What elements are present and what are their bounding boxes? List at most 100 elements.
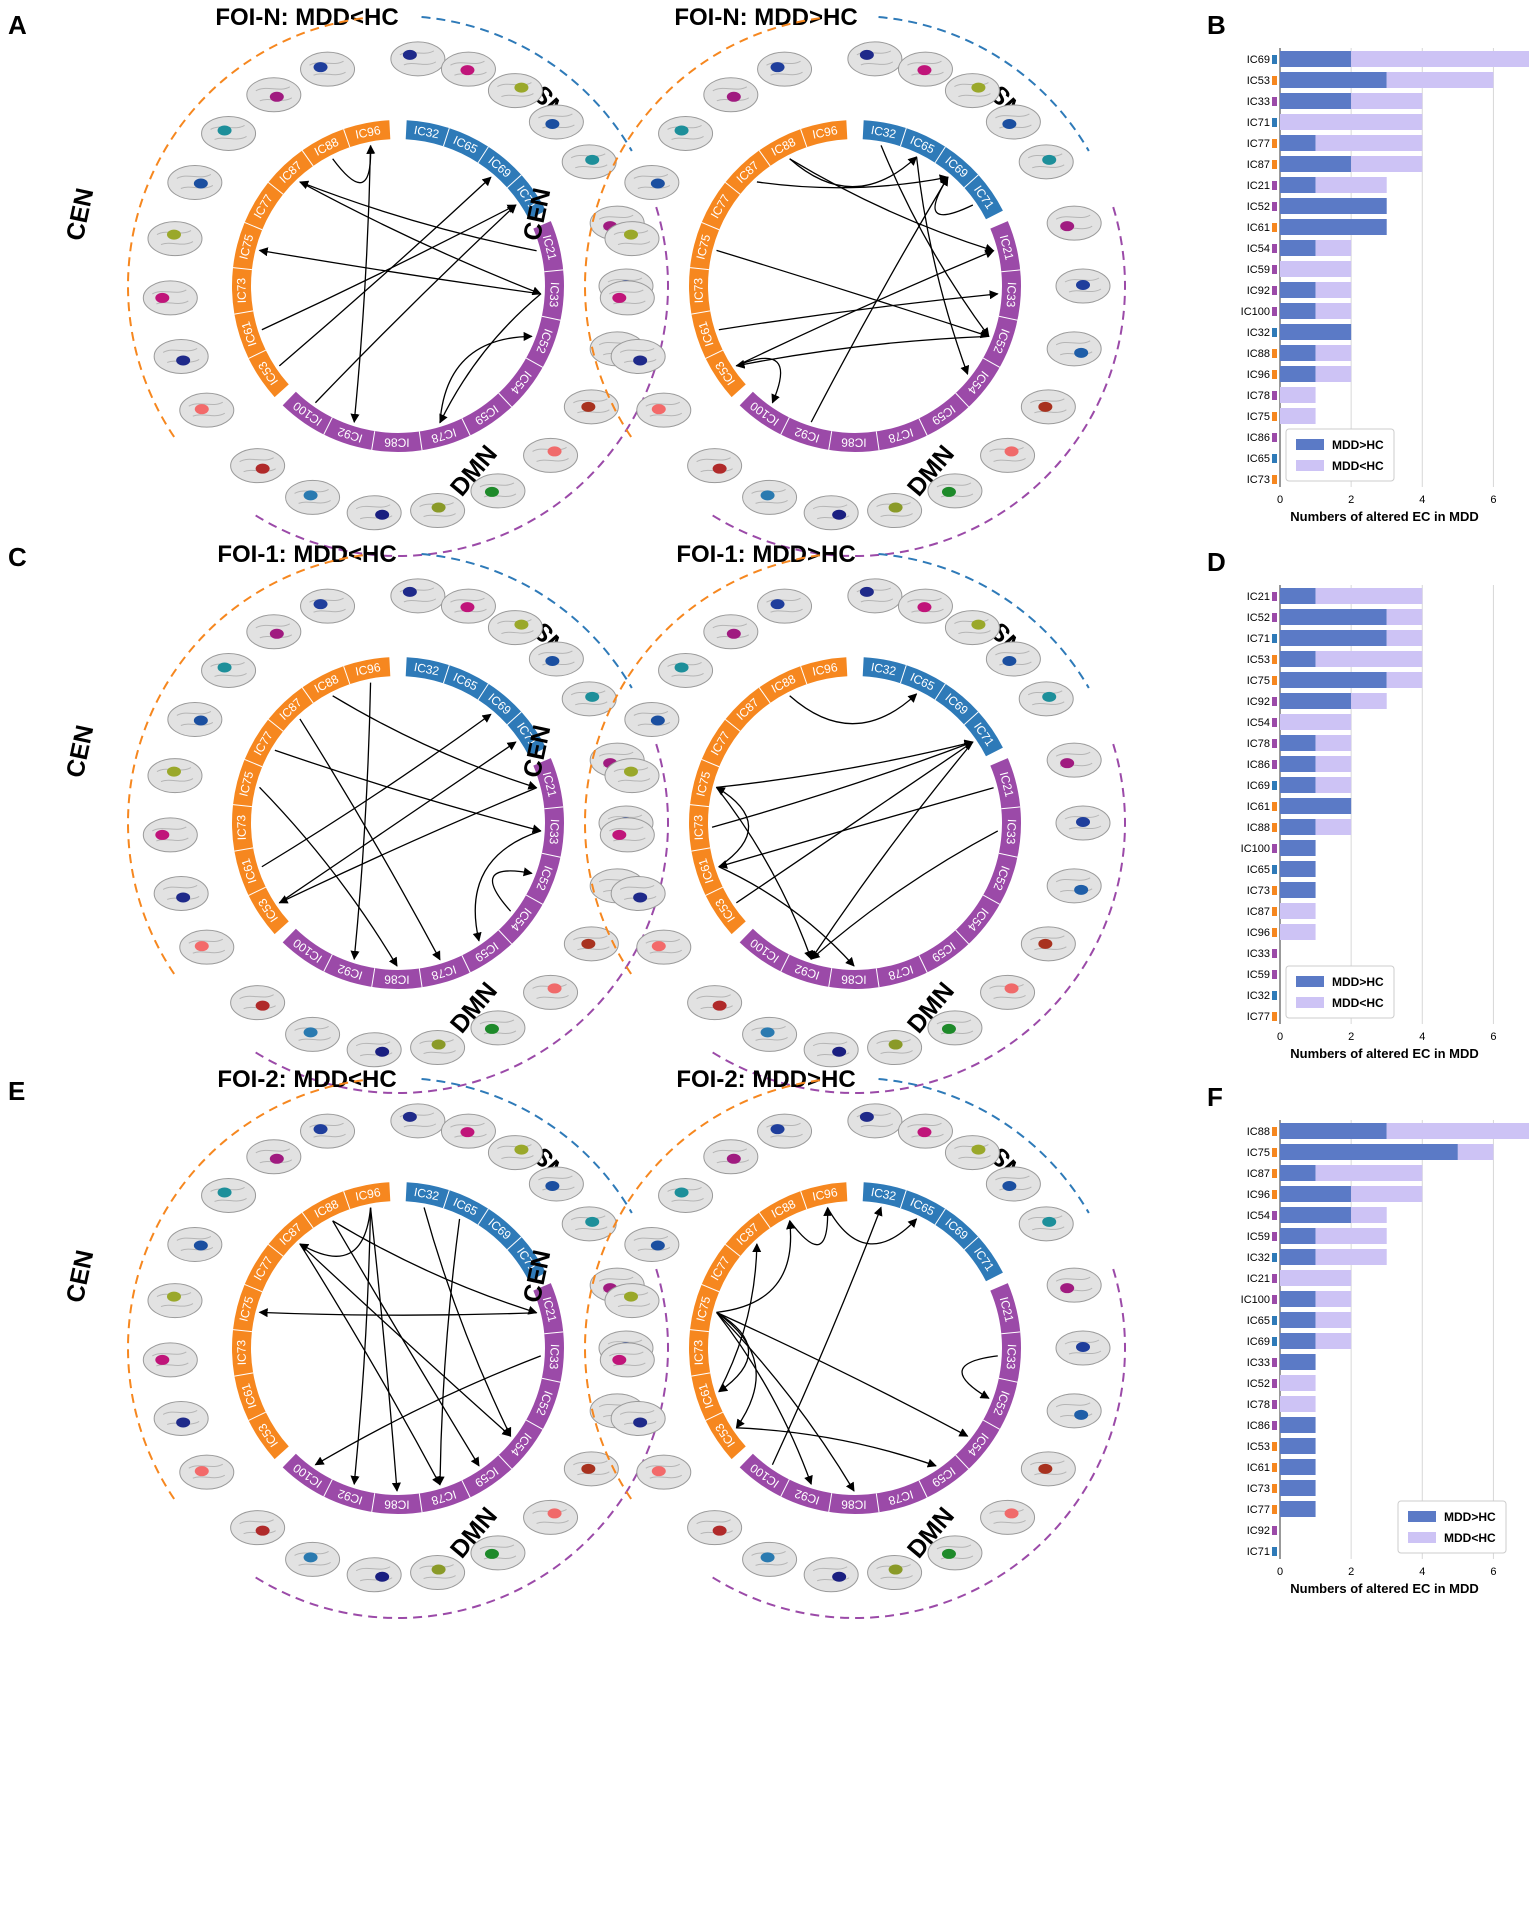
connection-arrow [716, 1311, 855, 1492]
node-label-ic75: IC75 [237, 233, 257, 261]
brain-thumbnail [867, 493, 923, 529]
network-color-marker [1272, 613, 1277, 622]
brain-thumbnail [927, 1535, 983, 1571]
category-label: IC53 [1247, 1441, 1270, 1453]
node-label-ic78: IC78 [429, 962, 458, 983]
brain-region-blob [1074, 884, 1089, 895]
brain-sulci [497, 82, 534, 98]
brain-region-blob [166, 229, 181, 240]
brain-sulci [766, 60, 803, 76]
brain-region-blob [888, 502, 903, 513]
bar-mdd-lt-hc [1280, 1375, 1316, 1391]
brain-sulci [355, 504, 393, 520]
brain-thumbnail [487, 610, 543, 646]
brain-surface [390, 578, 446, 614]
ring-divider [982, 1419, 1000, 1430]
x-tick-label: 2 [1348, 494, 1354, 506]
brain-sulci [856, 587, 894, 603]
network-color-marker [1272, 739, 1277, 748]
x-tick-label: 6 [1490, 1566, 1496, 1578]
legend-label: MDD>HC [1332, 975, 1384, 989]
brain-region-blob [269, 91, 284, 102]
node-label-ic73: IC73 [234, 277, 249, 303]
brain-sulci [856, 1112, 894, 1128]
ring-divider [918, 955, 928, 973]
brain-thumbnail [803, 1032, 859, 1068]
brain-surface [847, 41, 903, 77]
brain-sulci [176, 174, 214, 189]
panel-letter: F [1207, 1082, 1223, 1112]
brain-thumbnail [563, 1451, 619, 1487]
brain-thumbnail [201, 1177, 257, 1213]
ring-divider [705, 886, 723, 896]
brain-region-blob [460, 1127, 475, 1138]
category-label: IC54 [1247, 717, 1270, 729]
category-label: IC53 [1247, 75, 1270, 87]
network-color-marker [1272, 475, 1277, 484]
brain-region-blob [375, 1046, 390, 1057]
bar-chart: F 0 2 4 6 IC88 IC75 IC87 IC96 IC54 IC59 IC32 IC21 IC1… [1207, 1082, 1529, 1596]
brain-thumbnail [153, 875, 209, 911]
brain-surface [1046, 1393, 1102, 1429]
bar-mdd-lt-hc [1315, 366, 1352, 382]
bar-mdd-gt-hc [1280, 93, 1352, 109]
ring-divider [955, 1454, 970, 1470]
brain-thumbnail [487, 1135, 543, 1171]
category-label: IC71 [1247, 117, 1270, 129]
brain-region-blob [760, 490, 775, 501]
brain-surface [300, 51, 356, 87]
brain-region-blob [1038, 1463, 1053, 1474]
x-tick-label: 4 [1419, 494, 1425, 506]
bar-mdd-gt-hc [1280, 588, 1316, 604]
category-label: IC100 [1241, 1294, 1270, 1306]
x-tick-label: 0 [1277, 494, 1283, 506]
x-tick-label: 0 [1277, 1566, 1283, 1578]
bar-mdd-lt-hc [1280, 1396, 1316, 1412]
bar-mdd-gt-hc [1280, 672, 1387, 688]
ring-divider [498, 1454, 513, 1470]
brain-thumbnail [1020, 1451, 1076, 1487]
category-label: IC54 [1247, 1210, 1270, 1222]
network-color-marker [1272, 697, 1277, 706]
category-label: IC100 [1241, 843, 1270, 855]
category-label: IC77 [1247, 138, 1270, 150]
node-label-ic73: IC73 [234, 1339, 249, 1365]
brain-sulci [995, 1175, 1032, 1191]
brain-region-blob [1042, 691, 1057, 702]
network-color-marker [1272, 949, 1277, 958]
network-color-marker [1272, 265, 1277, 274]
network-color-marker [1272, 1253, 1277, 1262]
connection-arrow [716, 249, 990, 339]
brain-sulci [1064, 277, 1102, 293]
bar-mdd-lt-hc [1386, 1123, 1529, 1139]
brain-region-blob [651, 404, 666, 415]
network-color-marker [1272, 1232, 1277, 1241]
brain-region-blob [402, 49, 417, 60]
brain-surface [390, 1103, 446, 1139]
bar-mdd-gt-hc [1280, 219, 1387, 235]
category-label: IC59 [1247, 264, 1270, 276]
network-dashed-arc [878, 553, 1090, 689]
brain-region-blob [193, 1240, 208, 1251]
ring-divider [963, 711, 979, 726]
bar-mdd-gt-hc [1280, 1249, 1316, 1265]
brain-region-blob [193, 178, 208, 189]
ring-divider [934, 146, 946, 163]
category-label: IC59 [1247, 969, 1270, 981]
network-ring-dmn [739, 758, 1022, 989]
brain-thumbnail [980, 1499, 1036, 1535]
network-ring-cen [689, 1182, 848, 1460]
bar-mdd-lt-hc [1280, 714, 1352, 730]
category-label: IC65 [1247, 864, 1270, 876]
bar-mdd-lt-hc [1280, 1270, 1352, 1286]
network-color-marker [1272, 634, 1277, 643]
category-label: IC96 [1247, 927, 1270, 939]
legend-swatch [1296, 439, 1324, 450]
connection-arrow [826, 1207, 918, 1245]
node-label-ic96: IC96 [354, 660, 382, 679]
ring-divider [244, 1284, 263, 1293]
brain-thumbnail [847, 41, 903, 77]
category-label: IC75 [1247, 675, 1270, 687]
brain-thumbnail [528, 641, 584, 677]
